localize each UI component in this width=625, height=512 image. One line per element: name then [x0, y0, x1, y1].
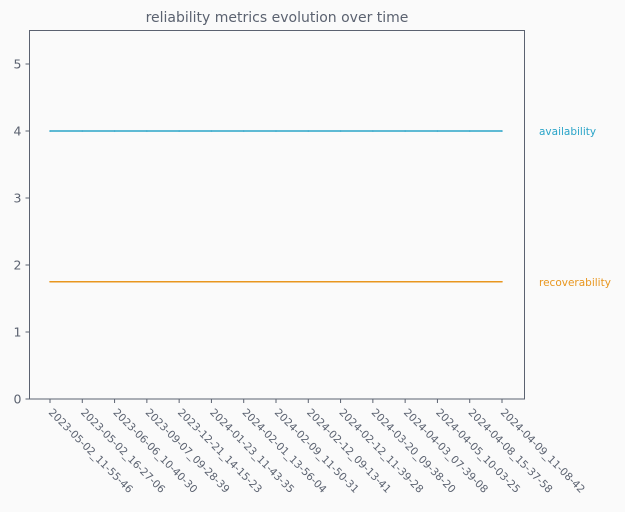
- data-point-availability: [436, 130, 439, 132]
- data-point-availability: [307, 130, 310, 132]
- series-layer: [49, 130, 503, 283]
- data-point-recoverability: [210, 280, 213, 283]
- y-tick-label: 0: [14, 392, 22, 407]
- data-point-availability: [146, 130, 148, 132]
- data-point-recoverability: [49, 280, 51, 283]
- data-point-availability: [178, 130, 180, 132]
- y-tick-label: 2: [14, 258, 22, 273]
- y-tick-label: 1: [14, 325, 22, 340]
- data-point-recoverability: [146, 280, 148, 283]
- x-axis: 2023-05-02_11-55-462023-05-02_16-27-0620…: [46, 399, 587, 496]
- data-point-availability: [501, 130, 503, 132]
- data-point-recoverability: [404, 280, 406, 283]
- data-point-recoverability: [372, 280, 374, 283]
- y-axis: 0 1 2 3 4 5: [14, 57, 30, 407]
- y-tick-label: 4: [14, 124, 22, 139]
- data-point-recoverability: [178, 280, 180, 283]
- data-point-availability: [275, 130, 277, 132]
- y-tick-label: 5: [14, 57, 22, 72]
- data-point-recoverability: [501, 280, 503, 283]
- data-point-availability: [113, 130, 116, 132]
- data-point-availability: [49, 130, 51, 132]
- data-point-availability: [468, 130, 471, 132]
- data-point-availability: [404, 130, 406, 132]
- data-point-recoverability: [113, 280, 116, 283]
- data-point-availability: [210, 130, 213, 132]
- series-label-availability: availability: [539, 126, 596, 138]
- series-label-recoverability: recoverability: [539, 277, 611, 289]
- data-point-recoverability: [81, 280, 84, 283]
- data-point-recoverability: [468, 280, 471, 283]
- series-labels: availability recoverability: [539, 126, 611, 289]
- data-point-recoverability: [436, 280, 439, 283]
- y-tick-label: 3: [14, 191, 22, 206]
- data-point-availability: [81, 130, 84, 132]
- data-point-availability: [242, 130, 245, 132]
- data-point-recoverability: [339, 280, 342, 283]
- data-point-recoverability: [307, 280, 310, 283]
- data-point-recoverability: [275, 280, 277, 283]
- data-point-recoverability: [242, 280, 245, 283]
- plot-area-frame: [29, 30, 525, 400]
- data-point-availability: [339, 130, 342, 132]
- chart-title: reliability metrics evolution over time: [146, 10, 409, 26]
- data-point-availability: [372, 130, 374, 132]
